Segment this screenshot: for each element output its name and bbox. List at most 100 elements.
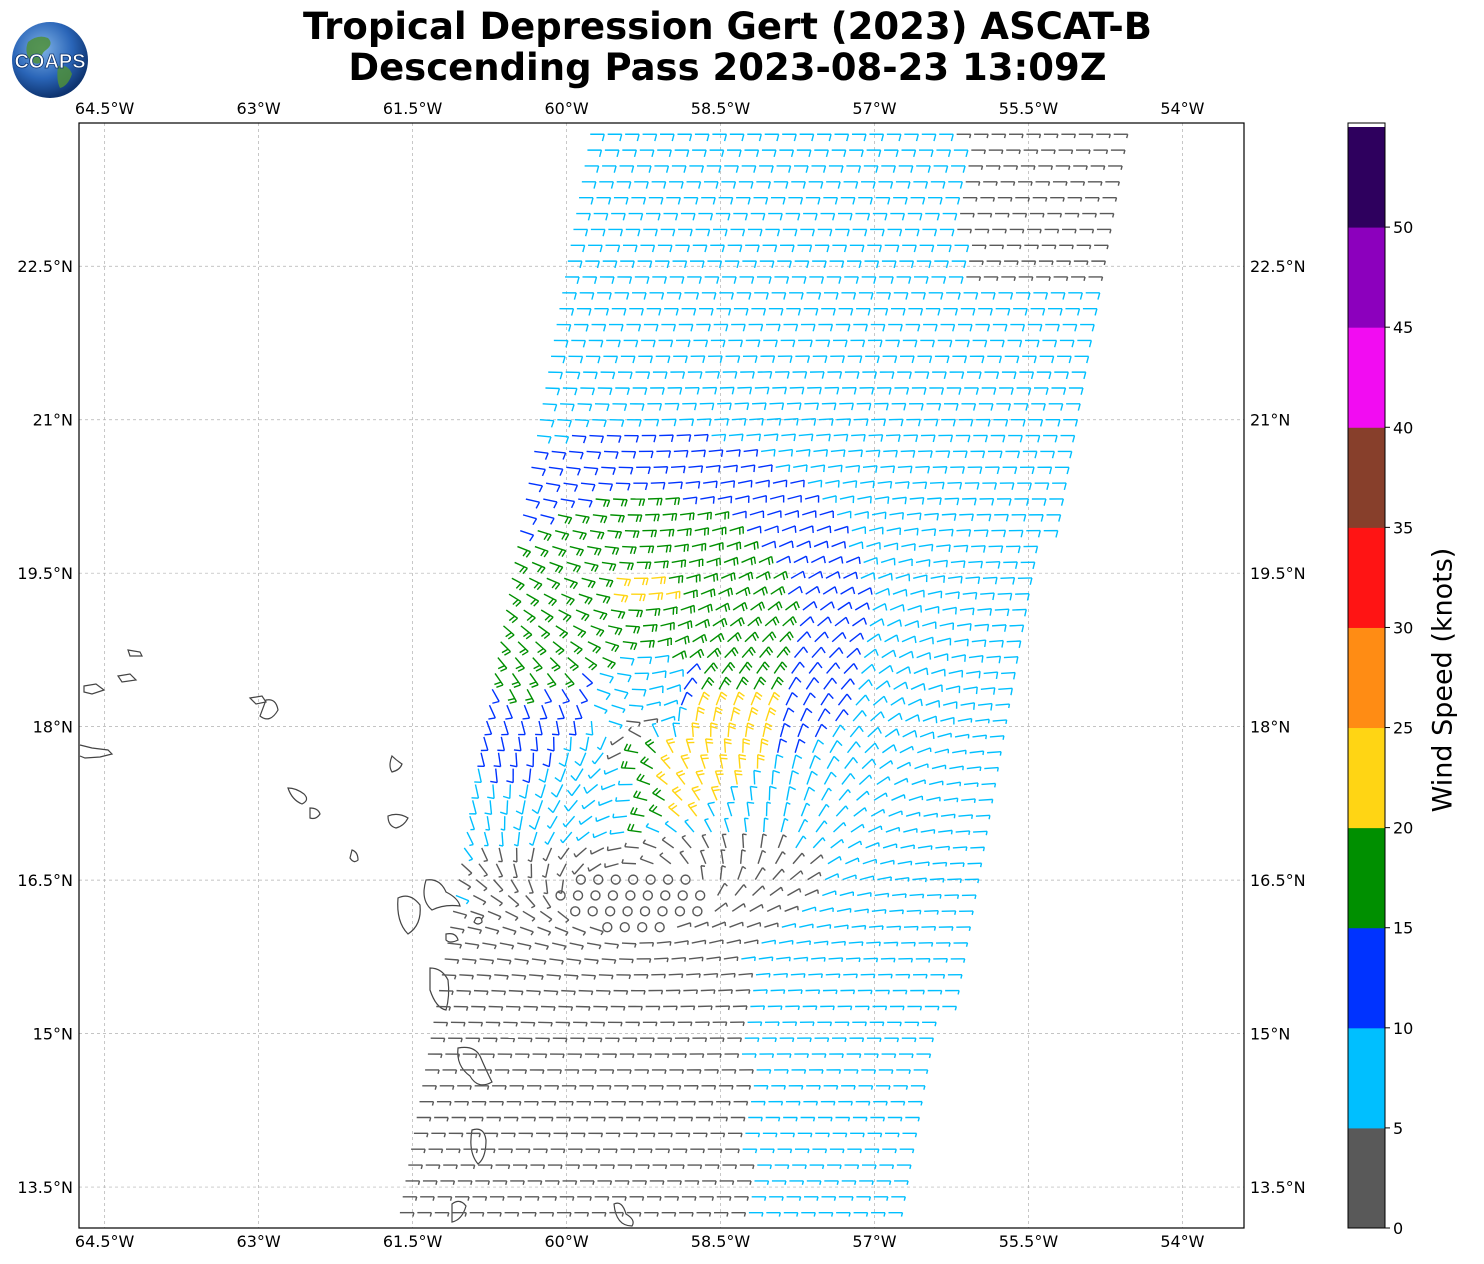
wind-barb [680,212,696,221]
wind-barb [882,1148,897,1154]
wind-barb [924,605,940,614]
wind-barb [909,496,925,505]
wind-barb [691,722,700,737]
wind-barb [878,1069,894,1074]
wind-barb [768,212,783,221]
wind-barb [884,149,899,158]
wind-barb [666,1085,682,1090]
wind-barb [1080,323,1095,332]
wind-barb [792,1164,807,1170]
wind-barb [801,1211,816,1217]
wind-barb [898,957,914,963]
wind-barb [895,973,911,979]
wind-barb [851,133,867,142]
wind-barb [972,734,988,740]
wind-barb [517,1037,533,1043]
wind-barb [905,714,921,722]
wind-barb [875,1085,891,1090]
wind-barb [674,1037,690,1043]
wind-barb [779,631,794,643]
wind-barb [794,738,806,753]
wind-barb [931,668,946,677]
wind-barb [980,687,996,695]
wind-barb [889,511,905,520]
wind-barb [690,1148,705,1154]
wind-barb [776,555,792,564]
wind-barb [844,276,859,284]
wind-barb [904,228,920,237]
wind-barb [411,1148,426,1154]
wind-barb [645,823,660,833]
wind-barb [434,1116,449,1122]
wind-barb [513,816,523,831]
wind-barb [968,560,983,569]
wind-barb [963,782,979,787]
wind-barb [710,722,718,737]
wind-barb [477,1069,493,1075]
wind-barb [692,1037,708,1043]
wind-barb [557,419,572,428]
wind-barb [736,196,751,205]
wind-barb [657,906,668,917]
wind-barb [679,1211,694,1217]
wind-barb [747,616,763,627]
wind-barb [788,1085,804,1090]
wind-barb [862,858,878,865]
wind-barb [913,1069,929,1074]
wind-barb [654,165,670,173]
wind-barb [803,307,819,316]
wind-barb [578,815,593,826]
wind-barb [876,387,892,395]
wind-barb [604,545,620,555]
wind-barb [1062,228,1077,234]
wind-barb [628,726,642,738]
island-outline [349,849,359,863]
wind-barb [497,1053,513,1059]
wind-barb [782,133,797,142]
wind-barb [759,165,774,173]
wind-barb [708,449,724,458]
island-outline [397,895,421,935]
wind-barb [777,834,787,849]
wind-barb [753,769,761,785]
wind-barb [858,774,873,785]
wind-barb [487,910,502,921]
wind-barb [663,212,679,221]
wind-barb [552,545,567,557]
wind-barb [661,1211,677,1217]
wind-barb [511,577,525,591]
wind-barb [918,543,934,552]
wind-barb [470,910,485,920]
wind-barb [859,875,875,881]
wind-barb [759,1053,775,1059]
wind-barb [579,736,590,752]
wind-barb [917,845,933,850]
wind-barb [910,589,925,598]
colorbar-frame [1347,122,1386,1229]
wind-barb [825,571,841,579]
wind-barb [953,450,968,459]
wind-barb [683,589,698,599]
wind-barb [687,1164,703,1170]
wind-barb [912,877,927,883]
wind-barb [811,739,825,754]
wind-barb [662,874,674,885]
wind-barb [627,514,643,523]
wind-barb [794,260,810,269]
wind-barb [869,133,885,142]
wind-barb [863,957,879,963]
wind-barb [1001,371,1017,380]
wind-barb [481,847,489,862]
wind-barb [448,1132,464,1138]
wind-barb [990,434,1006,443]
wind-barb [601,561,617,572]
wind-barb [529,974,544,980]
wind-barb [818,418,834,426]
wind-barb [853,323,868,332]
wind-barb [883,449,898,458]
wind-barb [927,497,942,505]
wind-barb [670,371,686,379]
wind-barb [759,646,774,659]
wind-barb [901,1037,917,1043]
wind-barb [723,956,739,962]
